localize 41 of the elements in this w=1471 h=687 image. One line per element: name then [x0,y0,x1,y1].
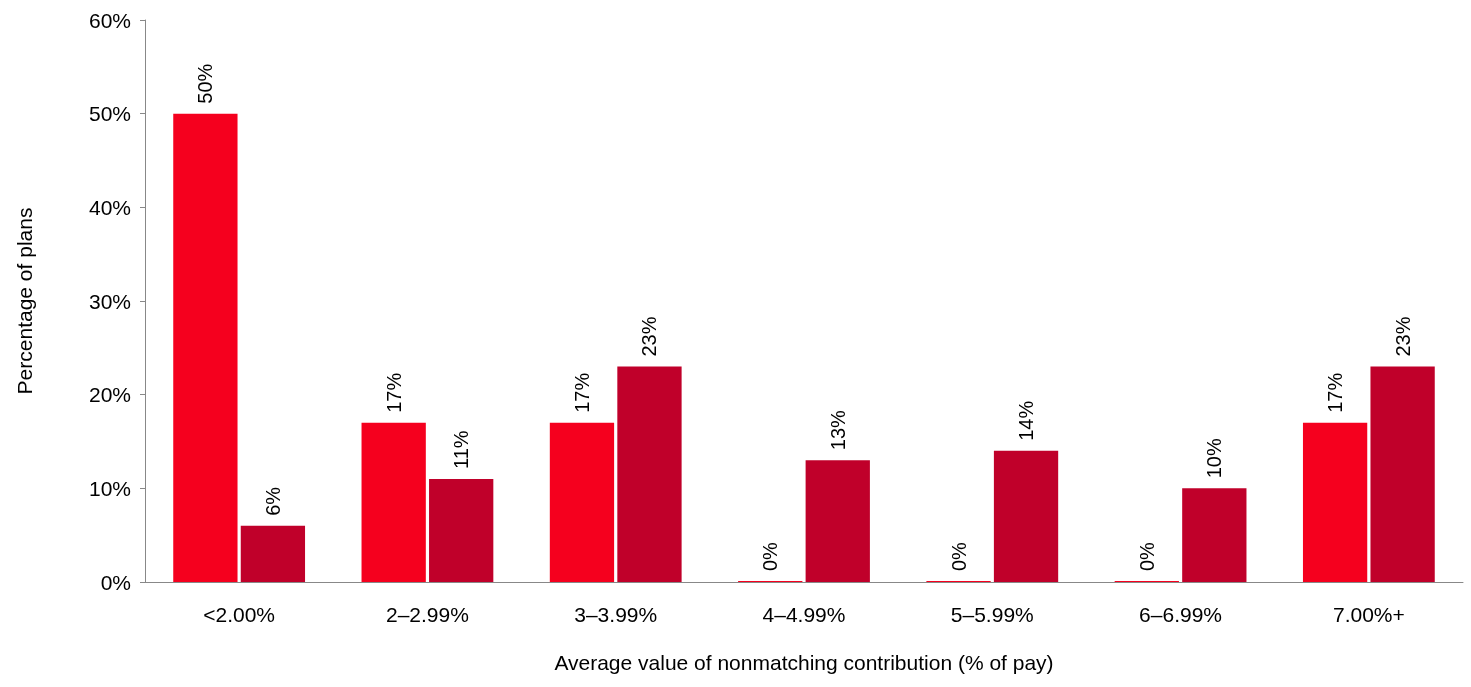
data-label: 11% [450,430,473,469]
bar [805,460,870,582]
x-tick-label: <2.00% [203,603,276,626]
y-tick-label: 40% [88,195,131,219]
data-label: 14% [1015,400,1038,441]
y-tick-label: 20% [88,383,131,407]
x-axis-title: Average value of nonmatching contribution (% of pay) [554,651,1054,674]
bar [1182,488,1247,582]
data-label: 0% [1135,541,1158,571]
bar [993,450,1059,582]
y-tick-label: 30% [88,289,131,313]
bar [549,422,615,582]
data-label: 0% [759,541,782,571]
y-tick-label: 0% [100,570,131,594]
y-axis-title: Percentage of plans [13,207,36,395]
x-tick-label: 6–6.99% [1139,603,1223,626]
bar [617,366,682,582]
data-label: 23% [1391,316,1414,357]
bar [1370,366,1435,582]
data-label: 17% [570,372,593,413]
x-tick-label: 3–3.99% [574,603,658,626]
bar [1302,422,1368,582]
y-tick-label: 50% [88,102,131,126]
data-label: 6% [261,486,284,516]
x-tick-label: 7.00%+ [1332,603,1405,626]
x-tick-label: 5–5.99% [950,603,1034,626]
x-tick-label: 2–2.99% [385,603,469,626]
bar [429,478,494,582]
bar [173,113,238,582]
data-label: 50% [194,63,217,104]
y-tick-label: 10% [88,476,131,500]
data-label: 23% [638,316,661,357]
data-label: 0% [947,541,970,571]
bar [361,422,426,582]
data-label: 17% [382,372,405,413]
data-label: 17% [1324,372,1347,413]
data-label: 10% [1203,438,1226,479]
x-tick-label: 4–4.99% [762,603,846,626]
data-label: 13% [826,409,849,451]
bar [240,525,306,582]
y-tick-label: 60% [88,8,131,32]
